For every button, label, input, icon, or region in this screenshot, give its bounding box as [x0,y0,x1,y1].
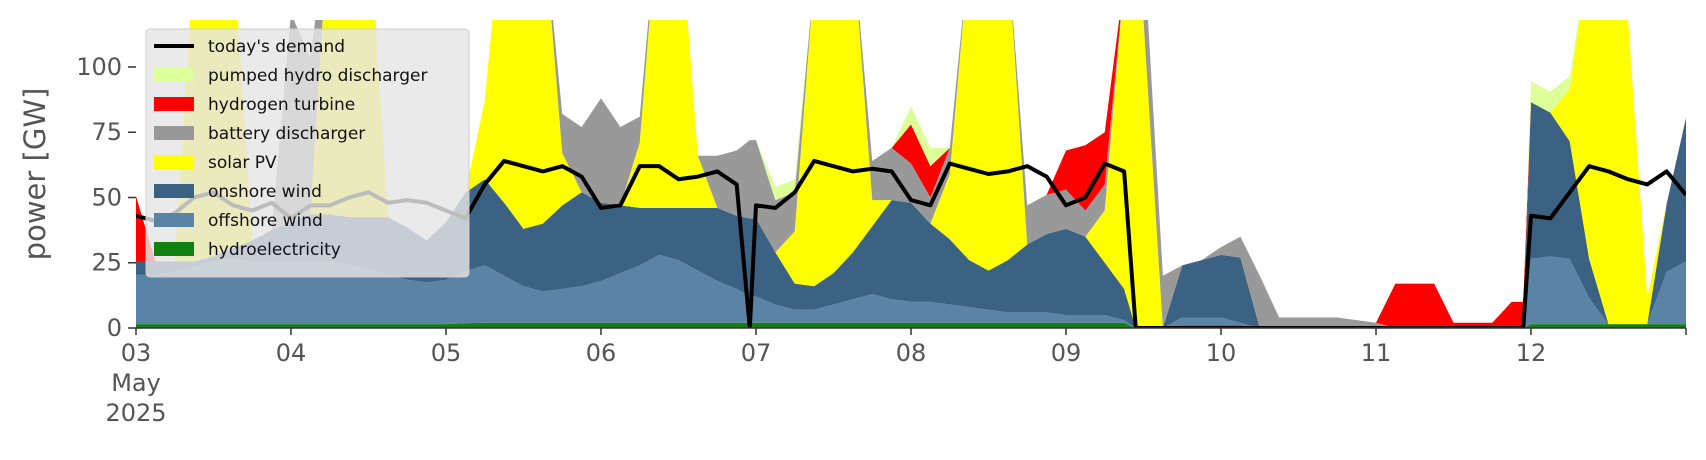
legend-label-solar-pv: solar PV [208,153,277,173]
y-ticks: 0 25 50 75 100 [76,53,136,342]
x-tick-label: 07 [741,339,772,367]
area-solar-pv [136,20,1686,328]
x-tick-label: 06 [586,339,617,367]
legend: today's demand pumped hydro discharger hyd… [145,28,470,278]
legend-label-hydroelectricity: hydroelectricity [208,240,341,260]
area-hydroelectricity [136,322,1686,328]
stacked-areas [136,20,1686,328]
x-tick-label: 10 [1206,339,1237,367]
x-tick-label: 12 [1516,339,1547,367]
legend-label-offshore-wind: offshore wind [208,211,323,231]
area-offshore-wind [136,254,1686,328]
x-tick-label: 04 [276,339,307,367]
legend-swatch-hydrogen-turbine [154,97,194,111]
x-tick-label: 05 [431,339,462,367]
y-tick-label: 75 [91,118,122,146]
legend-swatch-onshore-wind [154,184,194,198]
x-tick-label: 09 [1051,339,1082,367]
legend-label-today-s-demand: today's demand [208,37,345,57]
x-tick-label: 08 [896,339,927,367]
area-onshore-wind [136,102,1686,328]
legend-label-onshore-wind: onshore wind [208,182,322,202]
x-tick-label: 11 [1361,339,1392,367]
legend-label-battery-discharger: battery discharger [208,124,365,144]
y-tick-label: 0 [107,314,122,342]
legend-swatch-solar-pv [154,155,194,169]
legend-swatch-offshore-wind [154,213,194,227]
y-tick-label: 25 [91,249,122,277]
legend-label-hydrogen-turbine: hydrogen turbine [208,95,355,115]
legend-label-pumped-hydro-discharger: pumped hydro discharger [208,66,427,86]
y-tick-label: 100 [76,53,122,81]
legend-swatch-hydroelectricity [154,242,194,256]
legend-swatch-battery-discharger [154,126,194,140]
x-tick-year-label: 2025 [105,399,166,427]
y-tick-label: 50 [91,183,122,211]
legend-box [145,28,470,278]
x-tick-month-label: May [111,369,161,397]
legend-swatch-pumped-hydro-discharger [154,68,194,82]
y-axis-label: power [GW] [18,88,52,261]
area-battery-discharger [136,20,1686,328]
x-tick-label: 03 [121,339,152,367]
